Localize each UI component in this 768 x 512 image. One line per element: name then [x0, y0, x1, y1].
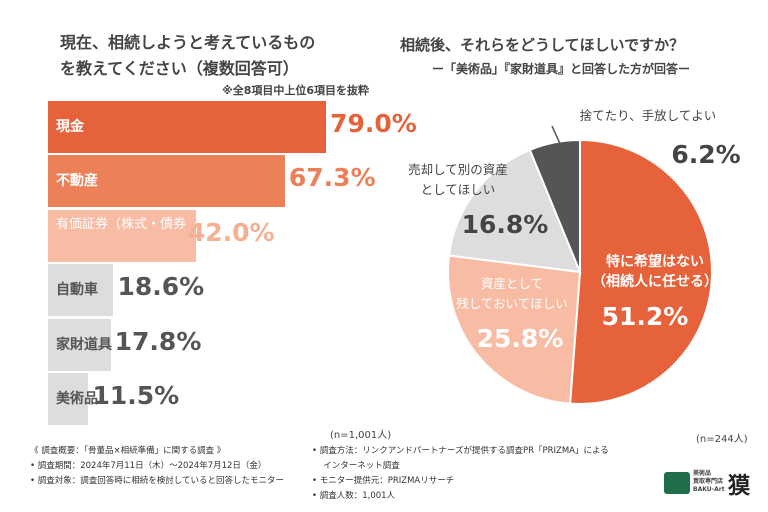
bar [48, 209, 196, 262]
category-label: 現金 [56, 119, 84, 135]
logo-icon [664, 472, 690, 494]
slice-value: 16.8% [461, 210, 549, 239]
leader-line [551, 125, 563, 149]
pie-slice [528, 138, 581, 273]
footer-line: • モニター提供元：PRIZMAリサーチ [312, 476, 455, 486]
slice-label: 資産として 残しておいてほしい [456, 276, 568, 311]
category-label: 不動産 [56, 173, 98, 190]
bar-title: 現在、相続しようと考えているもの を教えてください（複数回答可） [60, 33, 316, 78]
logo-text: 美術品 買取専門店 BAKU-Art [693, 470, 725, 493]
slice-label: 捨てたり、手放してよい [579, 108, 717, 123]
bar [48, 264, 114, 317]
footer-line: • 調査方法：リンクアンドパートナーズが提供する調査PR「PRIZMA」による … [312, 446, 609, 471]
bar [48, 155, 285, 208]
footer-line: 《 調査概要：「骨董品×相続準備」に関する調査 》 [30, 446, 226, 456]
slice-value: 51.2% [601, 302, 689, 331]
pie-slice [568, 138, 713, 405]
value-label: 67.3% [288, 163, 376, 193]
value-label: 42.0% [187, 217, 275, 247]
logo-mark: 獏 [728, 474, 751, 499]
value-label: 11.5% [92, 381, 180, 410]
footer-line: • 調査期間：2024年7月11日（木）～2024年7月12日（金） [30, 461, 267, 471]
pie-subtitle: ー「美術品」『家財道具』と回答した方が回答ー [432, 62, 691, 76]
footer-line: • 調査人数：1,001人 [312, 491, 396, 501]
pie-title: 相続後、それらをどうしてほしいですか？ [400, 36, 685, 54]
slice-value: 25.8% [476, 324, 564, 353]
footer-line: • 調査対象：調査回答時に相続を検討していると回答したモニター [30, 476, 284, 486]
bar [48, 318, 111, 371]
category-label: 美術品 [56, 391, 98, 407]
bar [48, 101, 327, 153]
value-label: 79.0% [330, 109, 417, 138]
category-label: 自動車 [56, 282, 98, 299]
slice-label: 特に希望はない （相続人に任せる） [592, 254, 718, 290]
slice-label: 売却して別の資産 としてほしい [408, 162, 508, 197]
bar-subtitle: ※全8項目中上位6項目を抜粋 [222, 84, 370, 97]
pie-slice [447, 254, 582, 405]
bar-note: (n=1,001人) [330, 430, 392, 441]
footer-left: 《 調査概要：「骨董品×相続準備」に関する調査 》 • 調査期間：2024年7月1… [30, 444, 284, 489]
value-label: 18.6% [117, 272, 205, 302]
footer-right: • 調査方法：リンクアンドパートナーズが提供する調査PR「PRIZMA」による … [312, 444, 609, 504]
slice-value: 6.2% [671, 140, 741, 169]
value-label: 17.8% [114, 326, 202, 356]
pie-note: (n=244人) [696, 434, 748, 445]
bar [48, 373, 89, 425]
category-label: 家財道具 [56, 336, 112, 353]
category-label: 有価証券（株式・債券 ・手形・小切手など） [56, 216, 321, 232]
pie-slice [447, 148, 582, 274]
